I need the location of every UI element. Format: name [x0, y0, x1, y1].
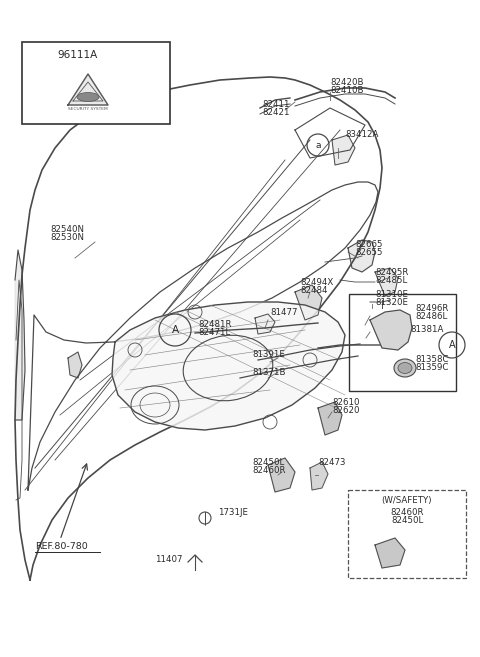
Text: 82494X: 82494X [300, 278, 333, 287]
Polygon shape [255, 314, 275, 334]
Text: 81477: 81477 [270, 308, 298, 317]
Text: 83412A: 83412A [345, 130, 378, 139]
Ellipse shape [77, 93, 99, 101]
Text: 82421: 82421 [262, 108, 289, 117]
Bar [348, 490, 466, 578]
Polygon shape [68, 352, 82, 378]
Text: a: a [315, 141, 321, 150]
Polygon shape [310, 462, 328, 490]
Text: 81320E: 81320E [375, 298, 408, 307]
Text: 82485L: 82485L [375, 276, 407, 285]
Text: 81310E: 81310E [375, 290, 408, 299]
Polygon shape [295, 285, 322, 320]
Text: 82420B: 82420B [330, 78, 363, 87]
Text: 81371B: 81371B [252, 368, 286, 377]
Text: 82495R: 82495R [375, 268, 408, 277]
Polygon shape [375, 538, 405, 568]
Polygon shape [375, 268, 398, 296]
Text: 81359C: 81359C [415, 363, 448, 372]
Text: A: A [171, 325, 179, 335]
Text: 81381A: 81381A [410, 325, 444, 334]
Text: 82486L: 82486L [415, 312, 447, 321]
Text: 82620: 82620 [332, 406, 360, 415]
Text: 81358C: 81358C [415, 355, 448, 364]
Text: 82655: 82655 [355, 248, 383, 257]
Polygon shape [318, 402, 342, 435]
Ellipse shape [394, 359, 416, 377]
Text: 82450L: 82450L [391, 516, 423, 525]
Polygon shape [112, 302, 345, 430]
Text: 82411: 82411 [262, 100, 289, 109]
Text: 82410B: 82410B [330, 86, 363, 95]
Ellipse shape [398, 363, 412, 373]
Text: 82530N: 82530N [50, 233, 84, 242]
Text: 82473: 82473 [318, 458, 346, 467]
Text: a: a [39, 53, 45, 62]
Text: SECURITY SYSTEM: SECURITY SYSTEM [68, 107, 108, 111]
Text: 82496R: 82496R [415, 304, 448, 313]
Text: 82471L: 82471L [198, 328, 230, 337]
Text: 82481R: 82481R [198, 320, 231, 329]
Polygon shape [332, 135, 355, 165]
Text: 82665: 82665 [355, 240, 383, 249]
Polygon shape [68, 74, 108, 105]
Text: 82484: 82484 [300, 286, 327, 295]
Text: REF.80-780: REF.80-780 [35, 542, 88, 551]
Polygon shape [370, 310, 412, 350]
Polygon shape [268, 458, 295, 492]
Text: A: A [449, 340, 456, 350]
Polygon shape [15, 250, 25, 420]
Text: 82450L: 82450L [252, 458, 284, 467]
Text: 82460R: 82460R [390, 508, 424, 517]
Text: 1731JE: 1731JE [218, 508, 248, 517]
Text: 82540N: 82540N [50, 225, 84, 234]
Text: 81391E: 81391E [252, 350, 285, 359]
Polygon shape [348, 240, 375, 272]
Text: 96111A: 96111A [57, 50, 97, 60]
Bar [22, 42, 170, 124]
Text: 82460R: 82460R [252, 466, 286, 475]
Text: 11407: 11407 [155, 555, 182, 564]
Text: 82610: 82610 [332, 398, 360, 407]
Text: (W/SAFETY): (W/SAFETY) [382, 496, 432, 505]
